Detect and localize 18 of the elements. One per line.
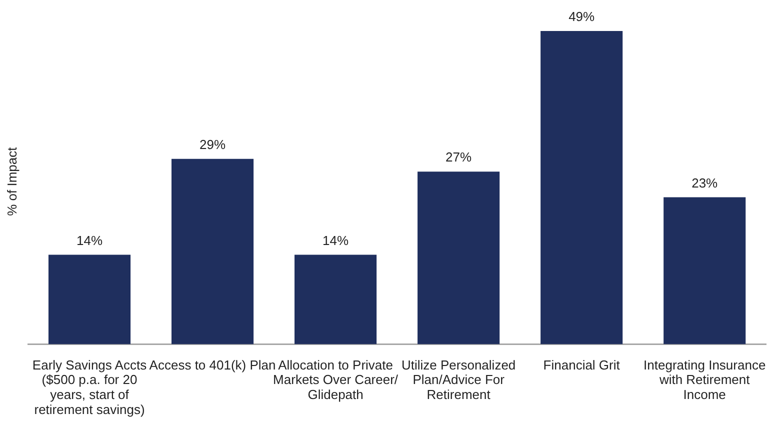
data-label: 14%	[322, 232, 349, 248]
x-tick-label: Financial Grit	[543, 357, 620, 372]
data-label: 23%	[692, 175, 718, 190]
x-tick-label: Early Savings Accts ($500 p.a. for 20 years, start of retirement savings)	[32, 357, 148, 418]
bar	[664, 197, 746, 344]
x-tick-label: Integrating Insurance with Retirement Income	[644, 357, 766, 402]
bar	[172, 158, 254, 344]
x-tick-label: Utilize Personalized Plan/Advice For Retirement	[401, 357, 516, 402]
x-tick-label: Access to 401(k) Plan	[149, 357, 276, 372]
data-label: 49%	[568, 9, 596, 24]
data-label: 14%	[76, 232, 103, 248]
data-label: 27%	[446, 150, 472, 165]
bar	[48, 254, 131, 344]
data-label: 29%	[200, 136, 226, 152]
bar	[540, 31, 623, 344]
y-axis-title: % of Impact	[4, 146, 20, 216]
bar	[294, 254, 377, 344]
bar	[418, 172, 500, 344]
